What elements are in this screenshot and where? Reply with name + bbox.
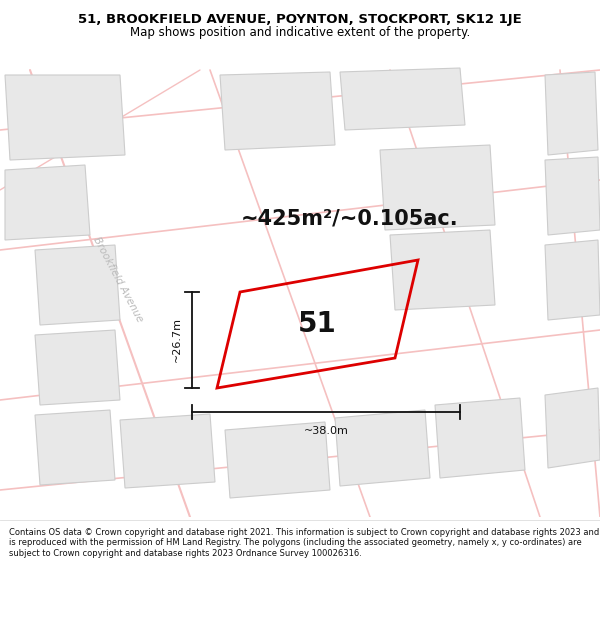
Polygon shape	[545, 72, 598, 155]
Polygon shape	[435, 398, 525, 478]
Polygon shape	[35, 330, 120, 405]
Polygon shape	[545, 240, 600, 320]
Text: Contains OS data © Crown copyright and database right 2021. This information is : Contains OS data © Crown copyright and d…	[9, 528, 599, 558]
Text: ~26.7m: ~26.7m	[172, 318, 182, 362]
Polygon shape	[545, 388, 600, 468]
Text: Brookfield Avenue: Brookfield Avenue	[91, 236, 145, 324]
Polygon shape	[225, 422, 330, 498]
Polygon shape	[120, 414, 215, 488]
Polygon shape	[35, 245, 120, 325]
Text: 51: 51	[298, 311, 337, 339]
Polygon shape	[545, 157, 600, 235]
Text: 51, BROOKFIELD AVENUE, POYNTON, STOCKPORT, SK12 1JE: 51, BROOKFIELD AVENUE, POYNTON, STOCKPOR…	[78, 12, 522, 26]
Polygon shape	[220, 72, 335, 150]
Text: Map shows position and indicative extent of the property.: Map shows position and indicative extent…	[130, 26, 470, 39]
Polygon shape	[5, 165, 90, 240]
Polygon shape	[340, 68, 465, 130]
Polygon shape	[380, 145, 495, 230]
Polygon shape	[35, 410, 115, 485]
Text: ~38.0m: ~38.0m	[304, 426, 349, 436]
Polygon shape	[5, 75, 125, 160]
Polygon shape	[390, 230, 495, 310]
Text: ~425m²/~0.105ac.: ~425m²/~0.105ac.	[241, 208, 459, 228]
Polygon shape	[335, 410, 430, 486]
